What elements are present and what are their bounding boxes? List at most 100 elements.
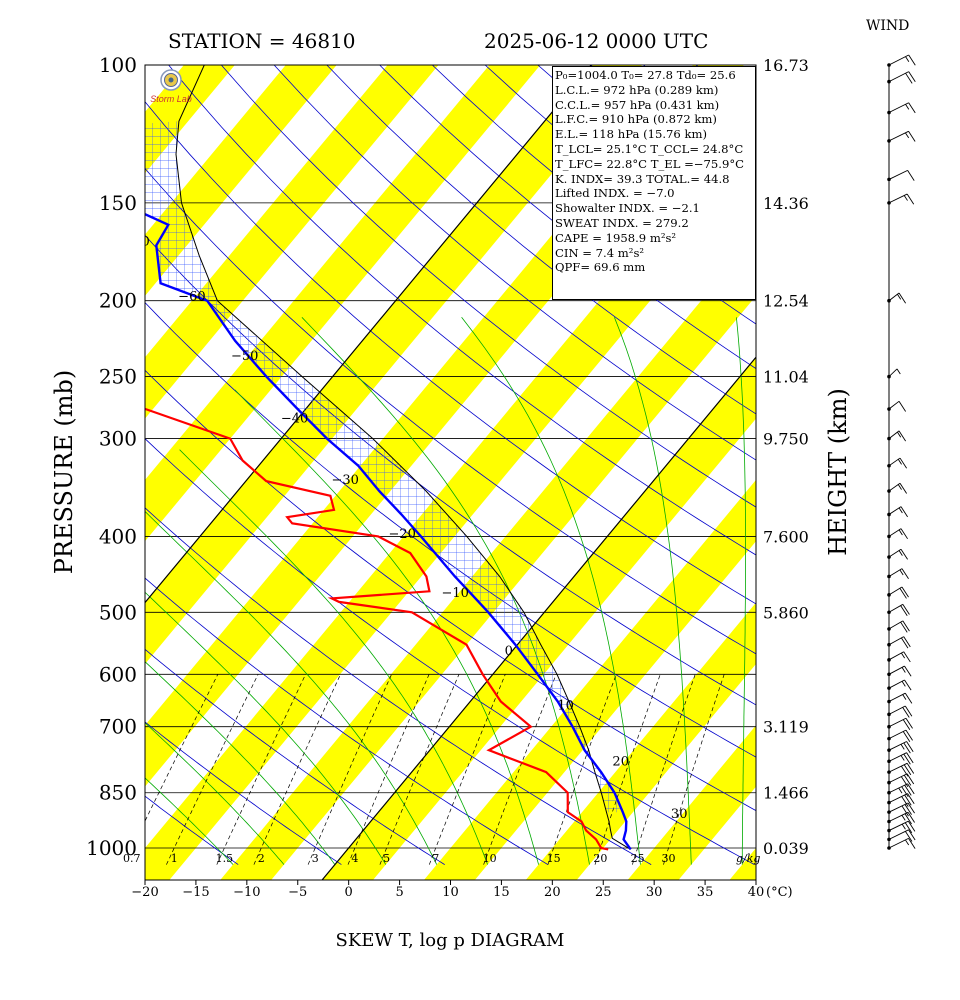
dry-adiabat	[145, 648, 445, 865]
wind-barb	[887, 368, 901, 379]
barb-flag	[903, 753, 911, 765]
barb-staff	[888, 802, 909, 813]
barb-staff	[888, 430, 900, 439]
pressure-tick-label: 700	[99, 715, 137, 739]
barb-flag	[896, 368, 901, 375]
mixing-ratio-label: 7	[432, 852, 439, 865]
x-tick-label: −15	[182, 885, 209, 900]
height-tick-label: 14.36	[763, 194, 809, 213]
cape-area	[145, 121, 623, 813]
mixing-ratio-labels: 0.7 1 1.5 2 3 4 5 7 10 15 20 25 30 g/kg	[123, 852, 760, 865]
index-line: L.F.C.= 910 hPa (0.872 km)	[555, 112, 717, 127]
x-tick-label: 30	[646, 885, 663, 900]
isotherm-label: −50	[231, 349, 258, 364]
barb-staff	[888, 717, 907, 728]
moist-adiabat	[736, 317, 746, 865]
wind-barb	[887, 548, 908, 560]
emblem-logo-icon: Storm Lab	[150, 69, 192, 104]
isotherm-label: 10	[557, 698, 574, 713]
isotherm-label: −80	[75, 168, 102, 183]
x-tick-label: −20	[131, 885, 158, 900]
mixing-ratio-label: 15	[547, 852, 561, 865]
mixing-ratio-line	[347, 674, 430, 865]
isotherm-label: −10	[441, 586, 468, 601]
barb-flag	[907, 793, 915, 805]
temperature-stripes	[145, 65, 756, 880]
x-tick-label: 5	[395, 885, 403, 900]
barb-staff	[888, 692, 906, 702]
moist-adiabat	[461, 317, 641, 865]
x-tick-label: −5	[288, 885, 307, 900]
barb-staff	[888, 811, 909, 822]
barb-flag	[901, 568, 909, 580]
barb-staff	[888, 793, 908, 803]
height-tick-label: 11.04	[763, 368, 809, 387]
mixing-ratio-label: 4	[351, 852, 358, 865]
barb-staff	[888, 506, 902, 515]
wind-barb	[887, 620, 910, 633]
x-tick-label: 0	[345, 885, 353, 900]
barb-flag	[901, 814, 906, 821]
barb-staff	[888, 820, 909, 831]
barb-flag	[899, 587, 907, 599]
wind-barb	[887, 773, 915, 788]
moist-adiabat	[145, 777, 234, 865]
mixing-ratio-line	[307, 674, 392, 865]
mixing-ratio-label: 30	[662, 852, 676, 865]
isotherm-label: −90	[22, 110, 49, 125]
barb-flag	[904, 813, 912, 825]
wind-barb	[887, 762, 915, 777]
barb-flag	[905, 104, 910, 110]
barb-flag	[903, 764, 912, 776]
barb-flag	[905, 729, 913, 741]
barb-flag	[903, 651, 911, 663]
cape-hatch	[145, 121, 623, 813]
chart-title: SKEW T, log p DIAGRAM	[336, 930, 565, 951]
pressure-tick-label: 250	[99, 365, 137, 389]
moist-adiabat	[301, 317, 590, 865]
barb-flag	[908, 71, 916, 83]
index-line: E.L.= 118 hPa (15.76 km)	[555, 127, 708, 142]
barb-staff	[888, 620, 904, 630]
x-tick-label: 15	[493, 885, 510, 900]
barb-staff	[888, 651, 904, 661]
mixing-ratio-line	[663, 674, 725, 865]
dry-adiabat	[145, 101, 756, 605]
barb-flag	[898, 292, 907, 304]
x-tick-label: 35	[697, 885, 714, 900]
logo-text: Storm Lab	[150, 94, 192, 104]
wind-barb	[887, 802, 915, 817]
barb-flag	[899, 483, 908, 494]
barb-staff	[888, 705, 906, 715]
plot-area: −90 −80 −70 −60 −50 −40 −30 −20 −10 0 10 20 30	[22, 65, 756, 880]
barb-flag	[908, 131, 916, 142]
moist-adiabat	[614, 317, 692, 865]
wind-barb	[887, 400, 907, 412]
wind-barb	[887, 811, 915, 825]
isotherm-label: −60	[178, 290, 205, 305]
pressure-tick-label: 150	[99, 191, 137, 215]
barb-flag	[902, 694, 907, 700]
wind-barb-column	[887, 54, 916, 850]
barb-flag	[904, 665, 912, 677]
barb-flag	[906, 741, 914, 752]
dry-adiabat	[145, 577, 549, 865]
index-line: T_LFC= 22.8°C T_EL =−75.9°C	[555, 156, 744, 171]
height-tick-label: 5.860	[763, 603, 809, 622]
x-tick-label: 40	[748, 885, 765, 900]
mixing-ratio-label: 25	[631, 852, 645, 865]
wind-barb	[887, 729, 913, 742]
mixing-ratio-line	[379, 674, 460, 865]
barb-flag	[907, 783, 915, 795]
wind-barb	[887, 705, 913, 718]
height-axis-title: HEIGHT (km)	[824, 388, 852, 556]
barb-flag	[905, 56, 910, 62]
parcel-line	[175, 65, 631, 850]
barb-flag	[907, 802, 915, 814]
barb-flag	[900, 744, 905, 750]
barb-flag	[907, 820, 916, 832]
index-line: L.C.L.= 972 hPa (0.289 km)	[555, 82, 719, 97]
barb-flag	[905, 132, 910, 139]
barb-flag	[904, 784, 912, 796]
